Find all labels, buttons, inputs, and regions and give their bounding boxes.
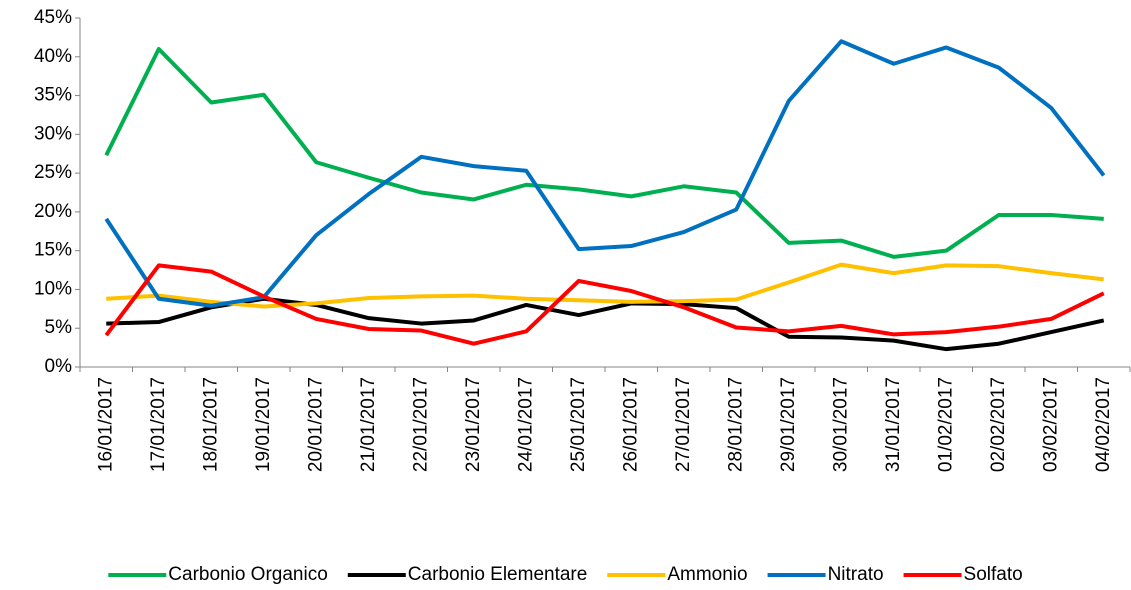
x-tick-label: 23/01/2017	[463, 377, 484, 472]
x-tick-label: 04/02/2017	[1093, 377, 1114, 472]
x-tick-label: 21/01/2017	[358, 377, 379, 472]
y-tick-label: 45%	[34, 7, 72, 28]
x-tick-label: 19/01/2017	[253, 377, 274, 472]
x-tick-label: 25/01/2017	[568, 377, 589, 472]
x-tick-label: 29/01/2017	[778, 377, 799, 472]
x-tick-label: 22/01/2017	[410, 377, 431, 472]
y-tick-label: 30%	[34, 123, 72, 144]
x-tick-label: 31/01/2017	[883, 377, 904, 472]
y-tick-label: 40%	[34, 46, 72, 67]
series-line	[104, 47, 1104, 259]
legend-label: Ammonio	[667, 564, 747, 585]
x-tick-label: 24/01/2017	[515, 377, 536, 472]
x-tick-label: 27/01/2017	[673, 377, 694, 472]
x-tick-label: 20/01/2017	[305, 377, 326, 472]
x-tick-label: 26/01/2017	[620, 377, 641, 472]
series-line	[106, 262, 1104, 309]
legend-label: Carbonio Elementare	[408, 564, 588, 585]
x-tick-label: 18/01/2017	[200, 377, 221, 472]
y-tick-label: 15%	[34, 240, 72, 261]
x-tick-label: 02/02/2017	[988, 377, 1009, 472]
x-tick-label: 03/02/2017	[1040, 377, 1061, 472]
y-tick-label: 0%	[45, 356, 73, 377]
y-tick-label: 10%	[34, 278, 72, 299]
series-line	[104, 39, 1106, 308]
y-tick-label: 5%	[45, 317, 73, 338]
y-tick-label: 35%	[34, 85, 72, 106]
x-tick-label: 28/01/2017	[725, 377, 746, 472]
series-line	[104, 263, 1105, 346]
x-tick-label: 30/01/2017	[830, 377, 851, 472]
legend-label: Carbonio Organico	[168, 564, 327, 585]
x-tick-label: 01/02/2017	[935, 377, 956, 472]
x-tick-label: 16/01/2017	[95, 377, 116, 472]
y-tick-label: 25%	[34, 162, 72, 183]
x-tick-label: 17/01/2017	[148, 377, 169, 472]
y-tick-label: 20%	[34, 201, 72, 222]
legend-label: Solfato	[964, 564, 1023, 585]
legend-label: Nitrato	[828, 564, 884, 585]
